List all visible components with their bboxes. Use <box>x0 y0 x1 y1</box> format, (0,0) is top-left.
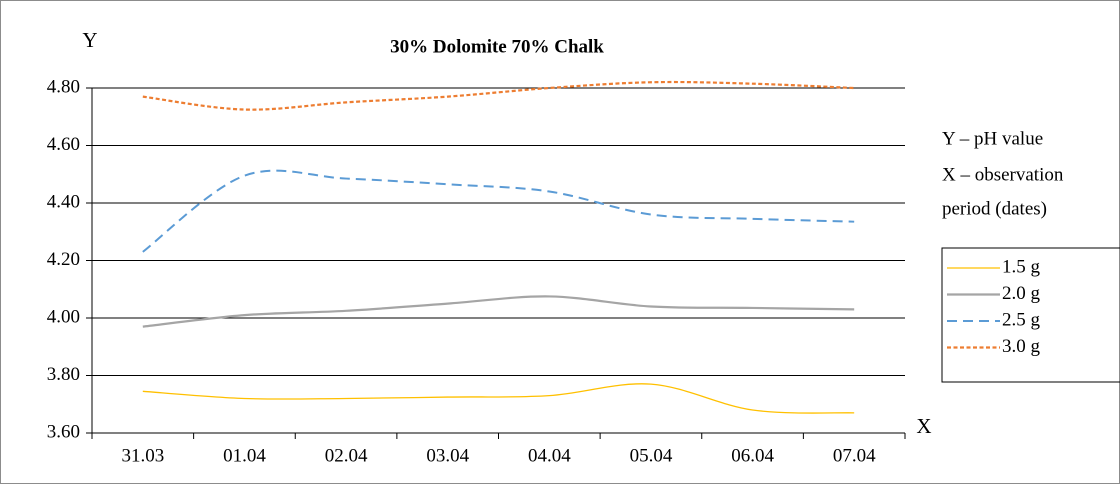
annotation: X – observation <box>942 164 1064 185</box>
x-tick-label: 04.04 <box>528 445 571 466</box>
x-tick-label: 06.04 <box>731 445 774 466</box>
x-tick-label: 31.03 <box>121 445 164 466</box>
x-tick-label: 03.04 <box>426 445 469 466</box>
data-line <box>142 295 855 328</box>
y-tick-label: 4.00 <box>47 306 80 327</box>
y-tick-label: 3.60 <box>47 421 80 442</box>
x-tick-label: 07.04 <box>833 445 876 466</box>
legend-label: 3.0 g <box>1002 336 1041 357</box>
legend-label: 1.5 g <box>1002 256 1041 277</box>
y-tick-label: 3.80 <box>47 364 80 385</box>
data-line <box>142 169 855 253</box>
data-line <box>142 80 855 111</box>
x-axis-label: X <box>916 414 931 438</box>
x-tick-label: 05.04 <box>630 445 673 466</box>
legend-label: 2.5 g <box>1002 309 1041 330</box>
legend-box <box>941 247 1120 383</box>
y-tick-label: 4.40 <box>47 191 80 212</box>
x-tick-label: 02.04 <box>325 445 368 466</box>
chart-title: 30% Dolomite 70% Chalk <box>390 36 604 57</box>
data-line <box>142 383 855 414</box>
y-tick-label: 4.20 <box>47 249 80 270</box>
y-tick-label: 4.80 <box>47 76 80 97</box>
annotation: period (dates) <box>942 198 1047 219</box>
annotation: Y – pH value <box>942 128 1043 149</box>
legend-label: 2.0 g <box>1002 283 1041 304</box>
y-tick-label: 4.60 <box>47 134 80 155</box>
y-axis-label: Y <box>82 28 97 52</box>
x-tick-label: 01.04 <box>223 445 266 466</box>
